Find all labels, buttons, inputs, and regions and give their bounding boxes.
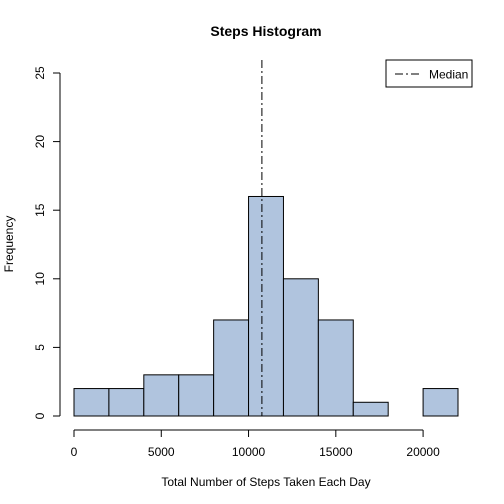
y-tick-label: 5 <box>33 344 47 351</box>
x-tick-label: 15000 <box>319 445 353 459</box>
histogram-bar-7 <box>317 319 354 417</box>
chart-title: Steps Histogram <box>210 23 321 39</box>
x-tick-label: 5000 <box>148 445 175 459</box>
bars-group <box>73 195 459 417</box>
x-tick-label: 0 <box>71 445 78 459</box>
y-tick-label: 20 <box>33 135 47 149</box>
x-tick-label: 20000 <box>406 445 440 459</box>
x-axis: 0 5000 10000 15000 20000 <box>71 429 440 459</box>
y-axis-label: Frequency <box>2 216 16 273</box>
y-tick-label: 15 <box>33 203 47 217</box>
x-tick-label: 10000 <box>232 445 266 459</box>
histogram-bar-1 <box>108 388 145 417</box>
y-tick-label: 0 <box>33 412 47 419</box>
histogram-bar-4 <box>213 319 250 417</box>
legend-box <box>385 59 473 88</box>
histogram-bar-6 <box>282 278 319 417</box>
y-tick-label: 25 <box>33 66 47 80</box>
legend-median-label: Median <box>429 68 468 82</box>
legend: Median <box>385 59 473 88</box>
histogram-bar-2 <box>143 374 180 417</box>
histogram-bar-0 <box>73 388 110 417</box>
histogram-bar-10 <box>422 388 459 417</box>
y-tick-label: 10 <box>33 272 47 286</box>
x-axis-label: Total Number of Steps Taken Each Day <box>161 475 370 489</box>
histogram-bar-3 <box>178 374 215 417</box>
histogram-bar-8 <box>352 401 389 417</box>
y-axis: 0 5 10 15 20 25 <box>33 66 61 419</box>
histogram-bar-5 <box>248 195 284 417</box>
